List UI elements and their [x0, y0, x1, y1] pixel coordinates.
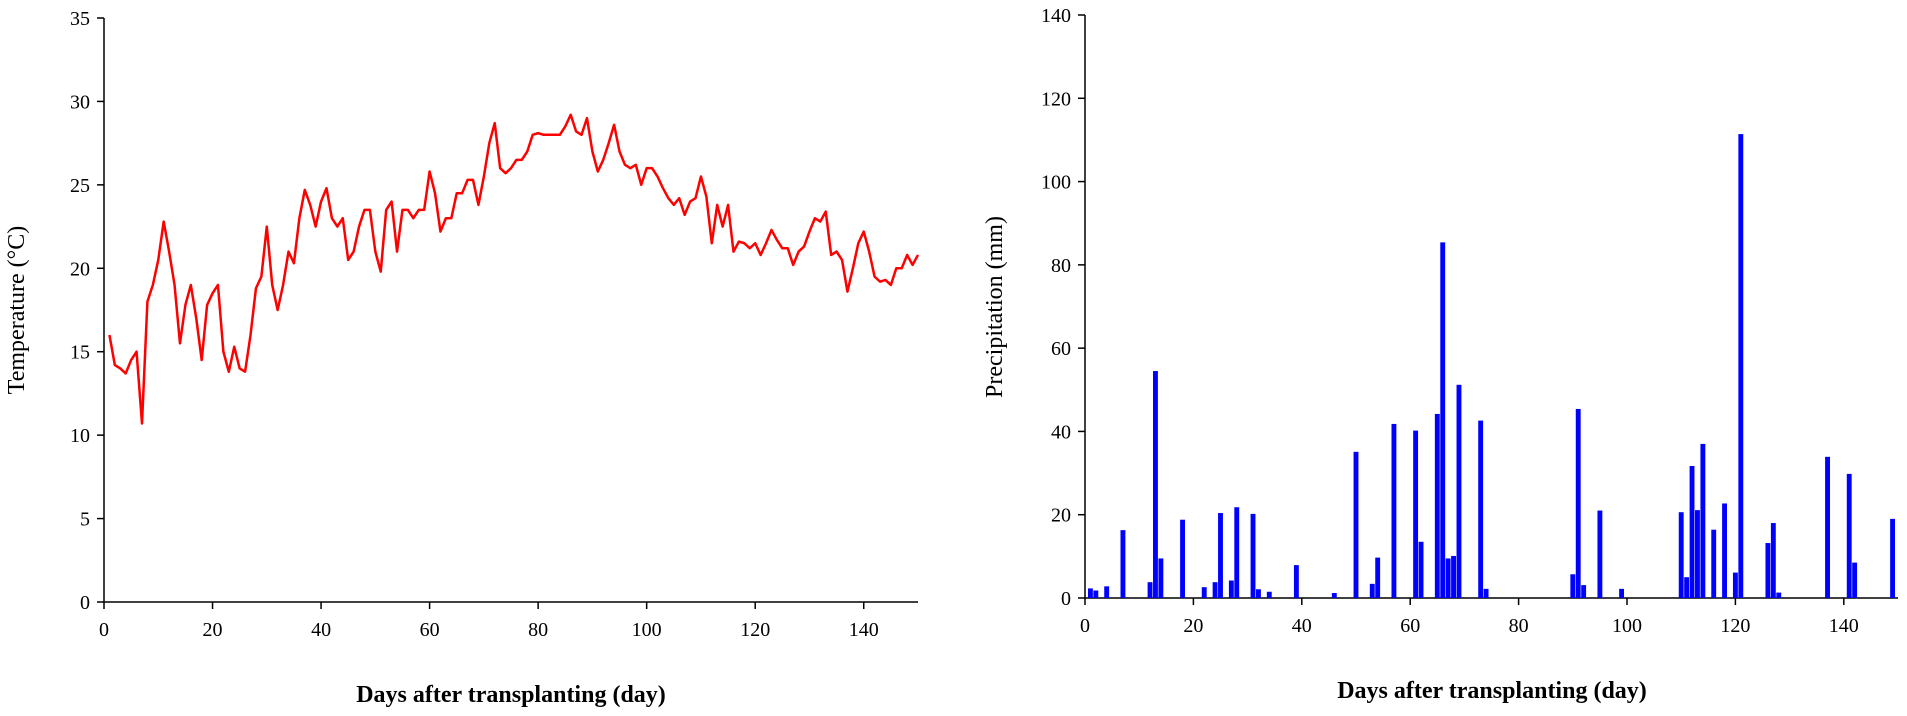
bar [1256, 589, 1261, 598]
x-axis-label: Days after transplanting (day) [356, 682, 666, 708]
y-tick-label: 30 [70, 91, 90, 113]
bar [1738, 134, 1744, 598]
x-tick-label: 0 [1080, 615, 1090, 637]
bar [1440, 242, 1446, 598]
bar [1711, 529, 1717, 598]
y-tick-label: 100 [1041, 172, 1071, 194]
y-tick-label: 0 [1061, 588, 1071, 610]
x-tick-label: 120 [1720, 615, 1750, 637]
bar [1732, 572, 1738, 598]
bar [1722, 503, 1727, 598]
bar [1353, 451, 1359, 598]
bar [1104, 586, 1110, 598]
y-tick-label: 0 [80, 592, 90, 614]
y-tick-label: 20 [1051, 505, 1071, 527]
bar [1180, 519, 1185, 598]
bar [1158, 558, 1164, 598]
bar [1451, 555, 1456, 598]
x-tick-label: 60 [420, 619, 440, 641]
bar [1391, 423, 1397, 598]
bar [1678, 512, 1684, 598]
x-tick-label: 140 [849, 619, 879, 641]
bar [1695, 510, 1700, 598]
bar [1445, 558, 1451, 598]
temperature-line [108, 113, 920, 425]
x-tick-label: 20 [203, 619, 223, 641]
x-tick-label: 40 [1292, 615, 1312, 637]
bar [1413, 430, 1419, 598]
bar [1201, 587, 1207, 598]
y-tick-label: 120 [1041, 88, 1071, 110]
y-axis-label: Temperature (°C) [4, 226, 30, 395]
bar [1597, 510, 1603, 598]
bar [1266, 591, 1272, 598]
bar [1765, 543, 1771, 598]
bar [1087, 588, 1093, 598]
bar [1375, 557, 1381, 598]
bar [1153, 371, 1158, 598]
bar [1483, 588, 1489, 598]
y-tick-label: 15 [70, 342, 90, 364]
bar [1369, 583, 1375, 598]
y-tick-label: 10 [70, 425, 90, 447]
x-axis-label: Days after transplanting (day) [1337, 678, 1647, 704]
bar [1852, 562, 1858, 598]
y-tick-label: 5 [80, 509, 90, 531]
x-tick-label: 20 [1183, 615, 1203, 637]
bar [1418, 541, 1424, 598]
y-axis-label: Precipitation (mm) [982, 216, 1008, 398]
bar [1331, 593, 1337, 598]
bar [1570, 574, 1576, 598]
bar [1250, 513, 1256, 598]
bar [1846, 473, 1852, 598]
bar [1478, 420, 1484, 598]
bar [1770, 523, 1776, 598]
x-tick-label: 40 [311, 619, 331, 641]
x-tick-label: 80 [1509, 615, 1529, 637]
bar [1825, 456, 1830, 598]
bar [1575, 408, 1581, 598]
bar [1434, 413, 1440, 598]
bar [1581, 585, 1587, 598]
x-tick-label: 80 [528, 619, 548, 641]
bar [1689, 465, 1695, 598]
x-tick-label: 100 [1612, 615, 1642, 637]
x-tick-label: 140 [1829, 615, 1859, 637]
bar [1456, 384, 1462, 598]
x-tick-label: 120 [740, 619, 770, 641]
y-tick-label: 35 [70, 8, 90, 30]
bar [1228, 580, 1234, 598]
x-tick-label: 100 [632, 619, 662, 641]
bar [1234, 507, 1240, 598]
bar [1776, 592, 1782, 598]
x-tick-label: 60 [1400, 615, 1420, 637]
y-tick-label: 25 [70, 175, 90, 197]
bar [1120, 530, 1126, 598]
x-tick-label: 0 [99, 619, 109, 641]
y-tick-label: 40 [1051, 421, 1071, 443]
y-tick-label: 140 [1041, 5, 1071, 27]
bar [1890, 518, 1896, 598]
bar [1212, 582, 1218, 598]
y-tick-label: 60 [1051, 338, 1071, 360]
bar [1619, 588, 1625, 598]
bar [1700, 443, 1706, 598]
y-tick-label: 80 [1051, 255, 1071, 277]
bar [1093, 590, 1099, 598]
bar [1293, 565, 1299, 598]
bar [1684, 577, 1690, 598]
bar [1147, 582, 1153, 598]
y-tick-label: 20 [70, 258, 90, 280]
bar [1218, 513, 1223, 598]
